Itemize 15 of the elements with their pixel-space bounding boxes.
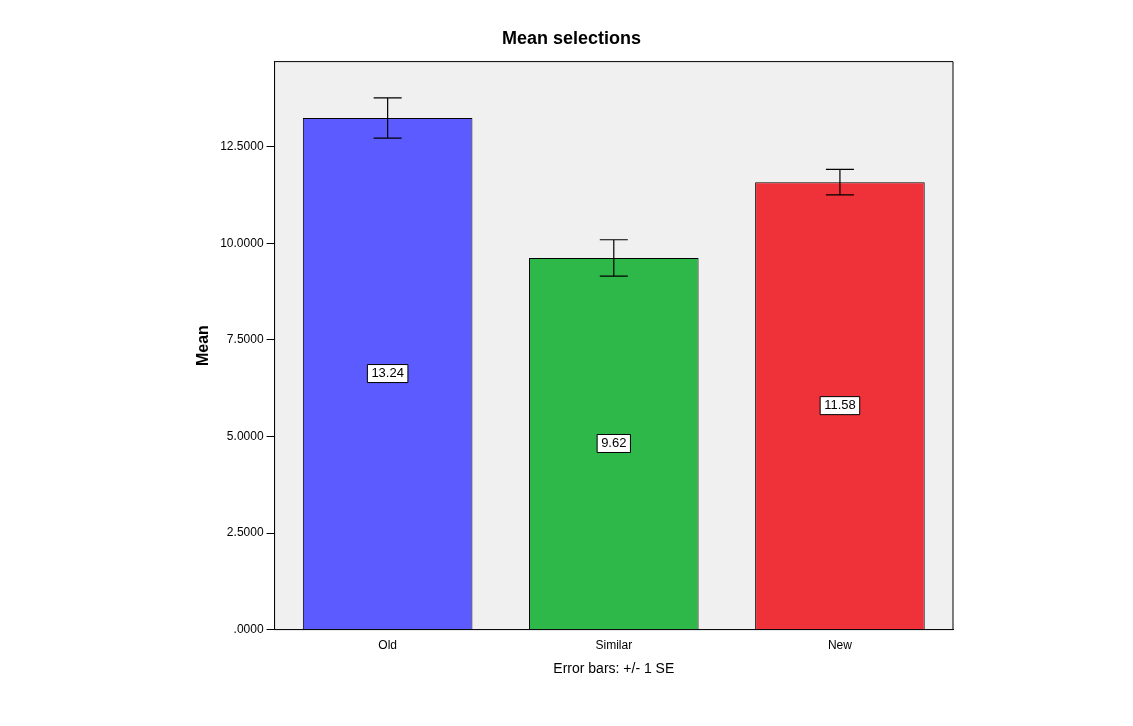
data-label: 13.24 bbox=[371, 365, 404, 381]
data-label: 9.62 bbox=[601, 435, 627, 451]
x-tick-label: Similar bbox=[595, 638, 633, 653]
data-label: 11.58 bbox=[824, 397, 856, 413]
y-tick-label: 10.0000 bbox=[220, 235, 264, 250]
y-tick-label: 12.5000 bbox=[220, 138, 264, 153]
y-tick-label: .0000 bbox=[233, 621, 264, 636]
text: Error bars: +/- 1 SE bbox=[553, 660, 675, 677]
y-tick-label: 5.0000 bbox=[226, 428, 264, 443]
y-tick-label: 2.5000 bbox=[226, 525, 264, 540]
y-axis-title: Mean bbox=[194, 325, 212, 367]
y-tick-label: 7.5000 bbox=[226, 332, 264, 347]
chart-title: Mean selections bbox=[501, 27, 642, 48]
x-tick-label: Old bbox=[378, 638, 397, 653]
x-tick-label: New bbox=[827, 638, 853, 653]
